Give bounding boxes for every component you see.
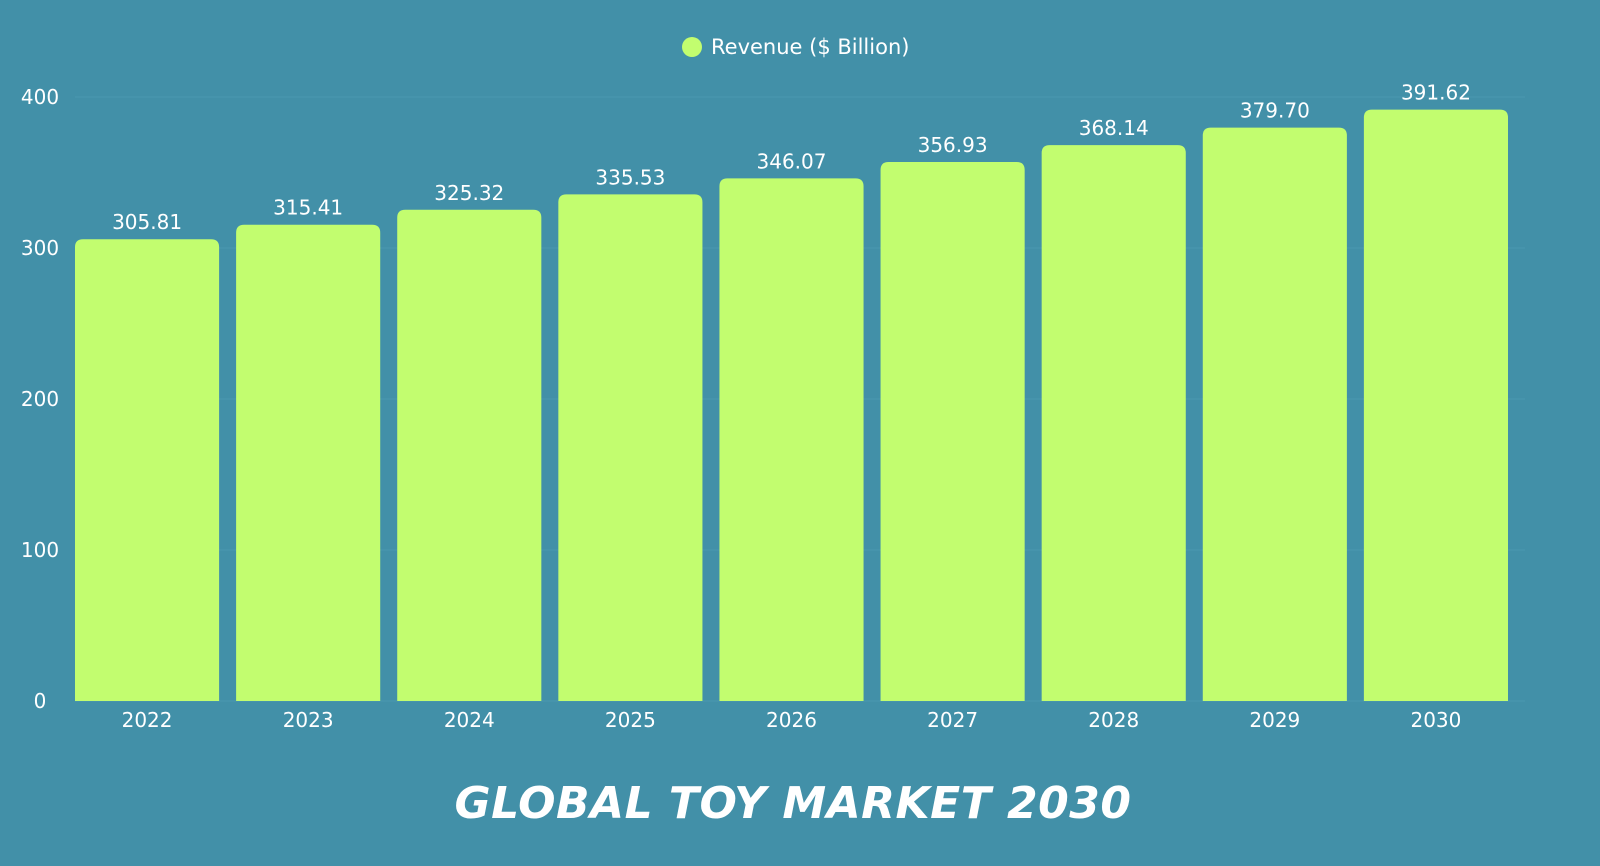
bar-2027[interactable] bbox=[880, 162, 1025, 701]
x-tick-label: 2027 bbox=[927, 708, 978, 732]
y-tick-label: 400 bbox=[21, 85, 59, 109]
x-tick-label: 2030 bbox=[1410, 708, 1461, 732]
bar-2029[interactable] bbox=[1202, 127, 1347, 701]
bar-2024[interactable] bbox=[397, 209, 542, 702]
bar-2023[interactable] bbox=[236, 224, 381, 701]
x-tick-label: 2024 bbox=[444, 708, 495, 732]
legend[interactable]: Revenue ($ Billion) bbox=[682, 35, 909, 59]
data-label: 335.53 bbox=[595, 165, 665, 189]
legend-label: Revenue ($ Billion) bbox=[711, 35, 909, 59]
x-axis: 2022 2023 2024 2025 2026 2027 2028 2029 2030 bbox=[122, 708, 1462, 732]
chart-title: GLOBAL TOY MARKET 2030 bbox=[455, 778, 1132, 829]
y-tick-label: 200 bbox=[21, 387, 59, 411]
y-tick-label: 0 bbox=[34, 689, 47, 713]
bar-2022[interactable] bbox=[75, 239, 220, 701]
data-label: 379.70 bbox=[1240, 99, 1310, 123]
bar-2026[interactable] bbox=[719, 178, 864, 701]
bars bbox=[75, 109, 1508, 702]
bar-2025[interactable] bbox=[558, 194, 703, 701]
data-label: 346.07 bbox=[757, 149, 827, 173]
x-tick-label: 2023 bbox=[283, 708, 334, 732]
y-tick-label: 100 bbox=[21, 538, 59, 562]
bar-2030[interactable] bbox=[1363, 109, 1508, 701]
data-label: 368.14 bbox=[1079, 116, 1149, 140]
y-axis: 0 100 200 300 400 bbox=[21, 85, 59, 713]
data-label: 315.41 bbox=[273, 196, 343, 220]
x-tick-label: 2029 bbox=[1249, 708, 1300, 732]
data-labels: 305.81 315.41 325.32 335.53 346.07 356.93 368.… bbox=[112, 81, 1471, 235]
x-tick-label: 2025 bbox=[605, 708, 656, 732]
data-label: 356.93 bbox=[918, 133, 988, 157]
data-label: 325.32 bbox=[434, 181, 504, 205]
x-tick-label: 2028 bbox=[1088, 708, 1139, 732]
x-tick-label: 2022 bbox=[122, 708, 173, 732]
data-label: 305.81 bbox=[112, 210, 182, 234]
data-label: 391.62 bbox=[1401, 81, 1471, 105]
legend-marker bbox=[682, 37, 702, 57]
x-tick-label: 2026 bbox=[766, 708, 817, 732]
y-tick-label: 300 bbox=[21, 236, 59, 260]
bar-2028[interactable] bbox=[1041, 145, 1186, 702]
